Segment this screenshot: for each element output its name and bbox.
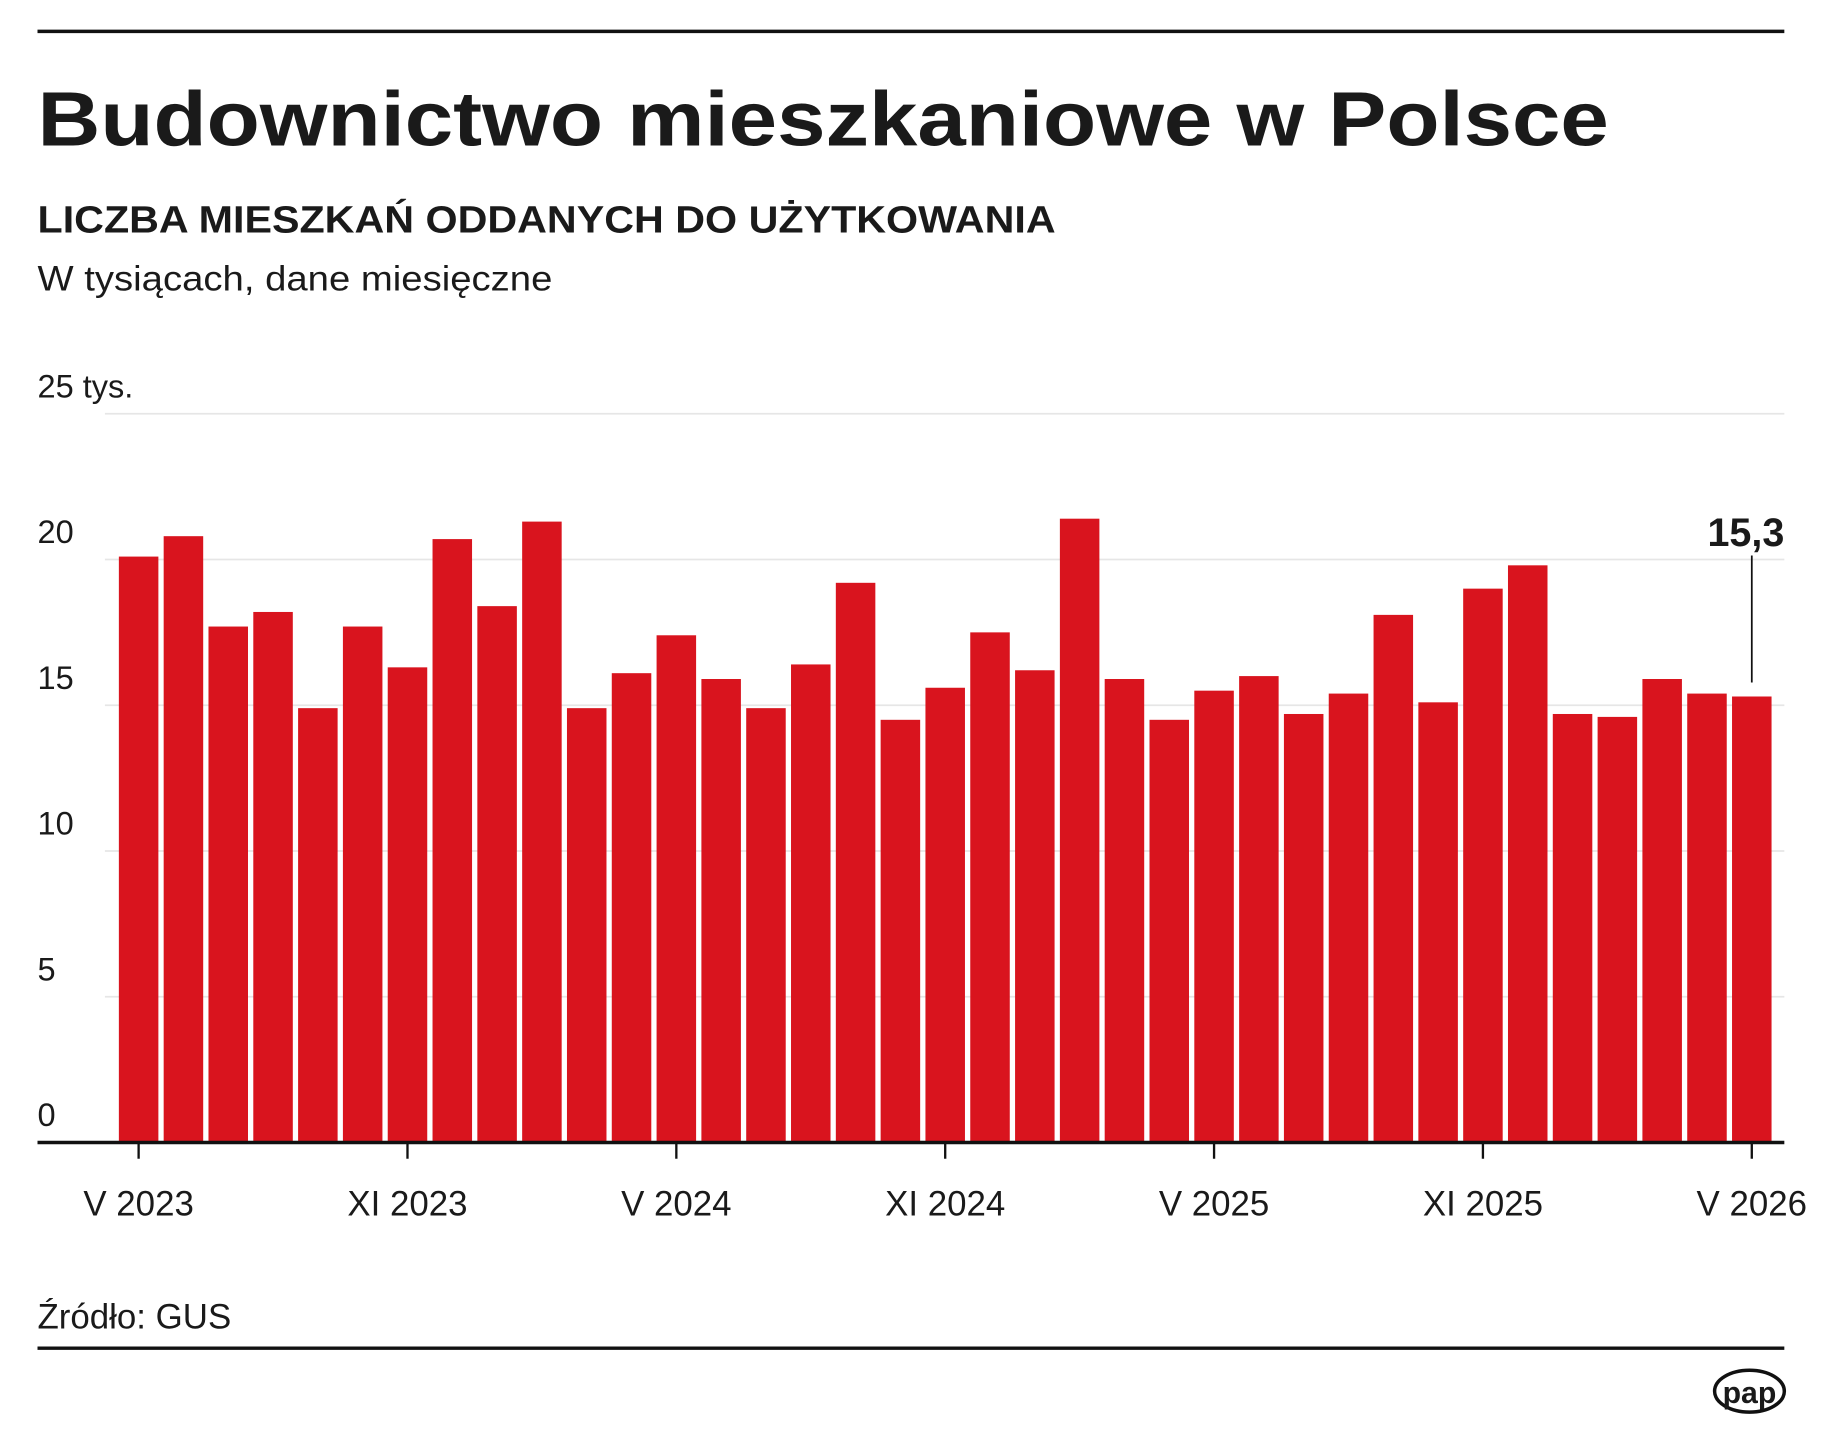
bar (1104, 679, 1145, 1143)
bar (1642, 679, 1682, 1143)
bar (1283, 713, 1324, 1143)
bar (1418, 702, 1458, 1143)
bar (477, 606, 517, 1143)
x-tick-label: XI 2025 (1423, 1185, 1543, 1224)
bar (791, 664, 831, 1143)
x-tick-label: V 2024 (621, 1185, 732, 1224)
bar (1149, 719, 1190, 1143)
bar (208, 626, 248, 1143)
bar (1597, 716, 1638, 1143)
source: Źródło: GUS (38, 1297, 232, 1336)
x-tick-label: XI 2023 (347, 1185, 467, 1224)
bar (835, 582, 876, 1143)
bar (746, 708, 786, 1143)
logo: pap (1723, 1377, 1777, 1410)
bar (1552, 713, 1593, 1143)
bar (1507, 565, 1548, 1143)
bar (163, 536, 204, 1143)
bar (566, 708, 607, 1143)
bar (970, 632, 1010, 1143)
bar (701, 679, 741, 1143)
y-tick-label: 10 (38, 806, 74, 842)
bar (925, 687, 965, 1143)
y-tick-label: 0 (38, 1097, 56, 1133)
bar (522, 521, 562, 1143)
x-tick-label: V 2026 (1697, 1185, 1808, 1224)
bar (118, 556, 159, 1143)
value-label: 15,3 (1707, 511, 1784, 555)
chart-description: W tysiącach, dane miesięczne (38, 260, 553, 299)
bar (1059, 518, 1100, 1143)
bar (656, 635, 697, 1143)
y-tick-label: 15 (38, 660, 74, 696)
y-tick-label: 20 (38, 514, 74, 550)
bar (342, 626, 383, 1143)
bar (1373, 614, 1414, 1143)
bar (1463, 588, 1503, 1143)
bar (611, 673, 652, 1143)
x-tick-label: V 2023 (83, 1185, 194, 1224)
chart-subtitle: LICZBA MIESZKAŃ ODDANYCH DO UŻYTKOWANIA (38, 197, 1056, 241)
x-tick-label: XI 2024 (885, 1185, 1005, 1224)
bar (1732, 696, 1772, 1143)
bar (298, 708, 338, 1143)
y-tick-label: 5 (38, 951, 56, 987)
bar (880, 719, 921, 1143)
y-tick-label: 25 tys. (38, 368, 134, 404)
x-tick-label: V 2025 (1159, 1185, 1270, 1224)
bar (1015, 670, 1055, 1143)
bar (432, 539, 473, 1143)
bar (387, 667, 428, 1143)
chart-title: Budownictwo mieszkaniowe w Polsce (38, 77, 1609, 162)
bar (1328, 693, 1369, 1143)
logo-badge (1712, 1368, 1787, 1414)
bar (1687, 693, 1727, 1143)
bar (253, 611, 293, 1143)
bar (1239, 676, 1279, 1143)
bar (1194, 690, 1234, 1143)
